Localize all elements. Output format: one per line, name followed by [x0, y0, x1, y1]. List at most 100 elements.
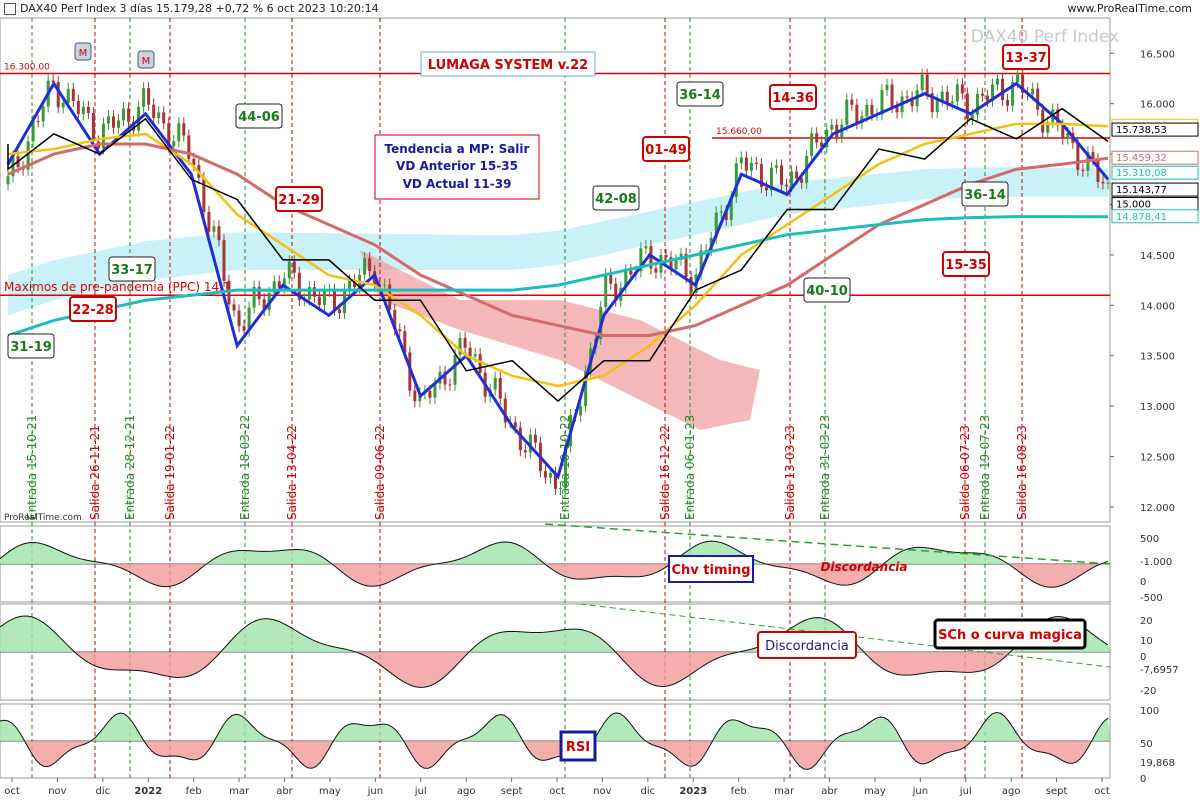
candle-body — [940, 91, 944, 101]
candle-body — [322, 290, 326, 306]
m-marker — [137, 50, 155, 69]
x-tick-label: feb — [731, 786, 747, 797]
candle-body — [147, 88, 151, 105]
oscillator-positive — [0, 712, 1110, 741]
candle-body — [1106, 182, 1110, 184]
candle-body — [478, 354, 482, 373]
candle-body — [76, 101, 80, 115]
candle-body — [463, 337, 467, 348]
oscillator-tick-label: -7,6957 — [1140, 665, 1179, 676]
candle-body — [177, 123, 181, 142]
candle-body — [1046, 122, 1050, 133]
candle-body — [523, 450, 527, 453]
candle-body — [674, 259, 678, 270]
candle-body — [774, 165, 778, 168]
candle-body — [980, 93, 984, 96]
candle-body — [162, 112, 166, 124]
score-box-label: 33-17 — [111, 263, 153, 278]
candle-body — [1056, 109, 1060, 126]
score-box — [69, 296, 117, 322]
score-box — [275, 186, 323, 212]
oscillator-line — [0, 615, 1109, 688]
oscillator-negative — [0, 652, 1110, 688]
candle-body — [428, 390, 432, 398]
score-box — [592, 185, 640, 211]
y-tick-label: 14.500 — [1140, 251, 1175, 262]
candle-body — [262, 299, 266, 311]
score-box-label: 14-36 — [772, 91, 814, 106]
x-tick-label: jul — [414, 786, 427, 797]
x-tick-label: jun — [912, 786, 928, 797]
candle-body — [543, 471, 547, 478]
candle-body — [71, 88, 75, 102]
trend-box — [374, 134, 540, 200]
candle-body — [292, 261, 296, 273]
oscillator-tick-label: 500 — [1140, 534, 1159, 545]
oscillator-tick-label: 19,868 — [1140, 758, 1175, 769]
candle-body — [925, 74, 929, 94]
candle-body — [453, 354, 457, 385]
candle-body — [604, 274, 608, 308]
y-tick-label: 12.500 — [1140, 452, 1175, 463]
candle-body — [1101, 181, 1105, 184]
candle-body — [729, 197, 733, 220]
candle-body — [759, 164, 763, 188]
site-url[interactable]: www.ProRealTime.com — [1067, 2, 1192, 15]
rsi-label: RSI — [566, 740, 590, 755]
candle-body — [754, 162, 758, 165]
candle-body — [533, 434, 537, 443]
signal-label: Salida 26-11-21 — [88, 425, 102, 520]
candle-body — [850, 99, 854, 105]
price-tag-label: 15.143,77 — [1116, 185, 1167, 196]
candle-body — [719, 211, 723, 213]
candle-body — [1066, 133, 1070, 139]
candle-body — [257, 286, 261, 300]
candle-body — [880, 90, 884, 115]
x-tick-label: 2023 — [679, 786, 707, 797]
system-title: LUMAGA SYSTEM v.22 — [428, 58, 588, 73]
signal-label: Salida 19-01-22 — [163, 425, 177, 520]
signal-label: Entrada 06-01-23 — [683, 415, 697, 520]
x-tick-label: jul — [959, 786, 972, 797]
candle-body — [388, 284, 392, 310]
series-yellow — [7, 122, 1109, 388]
candle-body — [207, 211, 211, 232]
oscillator-negative — [0, 741, 1110, 770]
candle-body — [1081, 169, 1085, 171]
m-marker-label: M — [79, 48, 88, 59]
candle-body — [242, 326, 246, 331]
candle-body — [955, 84, 959, 102]
score-box — [108, 256, 156, 282]
candle-body — [51, 80, 55, 83]
candle-body — [473, 354, 477, 357]
x-tick-label: abr — [276, 786, 293, 797]
sch-trend-line — [579, 603, 1111, 668]
candle-body — [714, 212, 718, 238]
candle-body — [433, 383, 437, 398]
candle-body — [448, 384, 452, 386]
candle-body — [217, 226, 221, 241]
candle-body — [895, 107, 899, 113]
signal-label: Salida 13-04-22 — [285, 425, 299, 520]
candle-body — [1031, 88, 1035, 95]
candle-body — [6, 176, 10, 185]
candle-body — [564, 446, 568, 488]
candle-body — [383, 284, 387, 286]
oscillator-tick-label: -20 — [1140, 686, 1156, 697]
candle-body — [800, 178, 804, 183]
x-tick-label: sept — [501, 786, 523, 797]
candle-body — [192, 158, 196, 166]
candle-body — [699, 250, 703, 275]
x-tick-label: may — [864, 786, 886, 797]
sch-box — [933, 618, 1087, 650]
x-tick-label: mar — [229, 786, 250, 797]
candle-body — [845, 99, 849, 125]
price-tag-label: 15.738,53 — [1116, 125, 1167, 136]
candle-body — [403, 331, 407, 353]
candle-body — [348, 280, 352, 290]
candle-body — [1036, 88, 1040, 110]
candle-body — [503, 398, 507, 423]
x-tick-label: oct — [4, 786, 20, 797]
window-box-icon — [4, 2, 16, 15]
instrument-header: DAX40 Perf Index 3 días 15.179,28 +0,72 … — [20, 2, 379, 15]
